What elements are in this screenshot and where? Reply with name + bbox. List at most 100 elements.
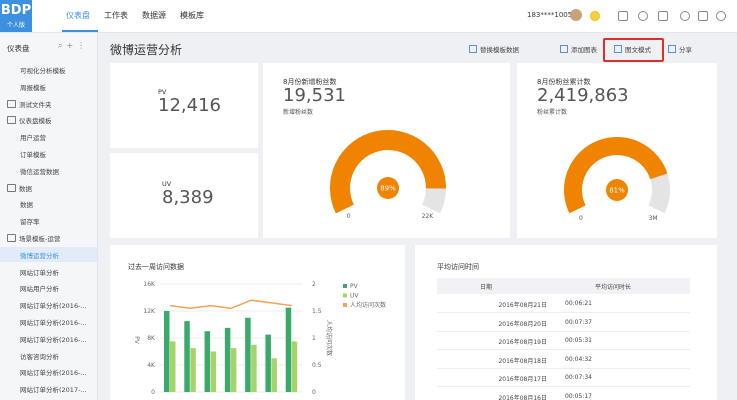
table-cell: 2016年08月18日: [498, 357, 547, 365]
avatar[interactable]: [570, 9, 582, 21]
icon[interactable]: [658, 11, 668, 21]
nav-tab[interactable]: 数据源: [142, 11, 166, 20]
gauge-badge: [606, 179, 628, 201]
bar: [265, 334, 271, 392]
sidebar-item[interactable]: 测试文件夹: [19, 100, 52, 109]
sidebar-item[interactable]: 周报模板: [20, 83, 46, 92]
sidebar-item[interactable]: 微博运营分析: [20, 251, 59, 260]
sidebar-item[interactable]: 留存率: [20, 218, 40, 227]
sidebar-active: [0, 246, 97, 262]
gauge-max: 3M: [649, 215, 658, 222]
sidebar-item[interactable]: 网站用户分析: [20, 285, 59, 294]
bar: [190, 348, 196, 392]
line: [170, 299, 292, 310]
legend-swatch: [343, 284, 347, 288]
sidebar-item[interactable]: 场景模板-运营: [19, 235, 61, 243]
nav-underline: [62, 30, 98, 32]
bar: [204, 331, 211, 392]
nav-tab[interactable]: 工作表: [104, 11, 128, 20]
gauge-badge: [377, 177, 399, 199]
table-row: [437, 331, 690, 350]
y2-tick-label: 0: [312, 389, 316, 396]
toolbar-icon: [614, 45, 622, 53]
kpi-value: 12,416: [158, 95, 221, 116]
gauge-caption: 粉丝累计数: [537, 109, 568, 116]
sidebar-item[interactable]: 网站订单分析(2016-...: [20, 319, 87, 327]
legend-label: 人均访问次数: [350, 301, 386, 309]
icon[interactable]: [590, 11, 600, 21]
sidebar-item[interactable]: 访客咨询分析: [20, 352, 59, 361]
table-row: [437, 350, 690, 369]
toolbar-button[interactable]: 替换模板数据: [480, 46, 519, 54]
toolbar-icon: [469, 45, 477, 53]
gauge-min: 0: [347, 213, 351, 220]
sidebar-item[interactable]: 可视化分析模板: [20, 67, 66, 75]
gauge-min: 0: [579, 215, 583, 222]
card: [110, 63, 258, 148]
nav-tab[interactable]: 仪表盘: [66, 11, 90, 20]
toolbar-icon: [668, 45, 676, 53]
dashboard-title: 微博运营分析: [110, 43, 183, 57]
table-cell: 2016年08月20日: [498, 320, 547, 328]
table-cell: 2016年08月19日: [498, 339, 547, 346]
table-header: 平均访问时长: [595, 284, 632, 291]
gauge-arc: [564, 137, 668, 214]
toolbar-button[interactable]: 添加图表: [571, 46, 597, 54]
y-tick-label: 8K: [147, 335, 156, 342]
bar: [184, 321, 190, 392]
icon[interactable]: [618, 11, 628, 21]
kpi-label: PV: [158, 88, 167, 96]
sidebar-item[interactable]: 数据: [19, 184, 32, 193]
sidebar-item[interactable]: 微信运营数据: [20, 167, 59, 176]
gauge-max: 22K: [422, 213, 435, 220]
sidebar: [0, 33, 98, 400]
topbar: [0, 0, 737, 33]
sidebar-item[interactable]: 网站订单分析(2017-...: [20, 386, 87, 395]
kpi-label: UV: [162, 180, 172, 188]
gauge-value: 19,531: [283, 85, 346, 106]
legend-label: UV: [350, 293, 359, 300]
sidebar-tools[interactable]: ⌕+⋮: [58, 41, 90, 50]
y-tick-label: 16K: [143, 281, 156, 288]
table-row: [437, 313, 690, 332]
logo-sub: 个人版: [6, 22, 25, 29]
table-cell: 00:05:31: [565, 337, 592, 344]
gauge-title: 8月份新增粉丝数: [283, 78, 337, 86]
sidebar-item[interactable]: 网站订单分析(2016-...: [20, 302, 87, 311]
table-title: 平均访问时间: [437, 263, 479, 271]
card: [110, 245, 405, 400]
sidebar-item[interactable]: 数据: [20, 201, 33, 210]
table-row: [437, 368, 690, 387]
table-header-bg: [437, 278, 690, 294]
sidebar-title: 仪表盘: [7, 44, 30, 53]
sidebar-item[interactable]: 仪表盘模板: [19, 117, 52, 126]
sidebar-item[interactable]: 网站订单分析(2016-...: [20, 335, 87, 344]
logo: BDP: [0, 3, 32, 18]
icon[interactable]: [638, 11, 648, 21]
legend-swatch: [343, 303, 347, 307]
sidebar-item[interactable]: 网站订单分析: [20, 268, 59, 277]
bar: [251, 344, 257, 392]
y-tick-label: 4K: [147, 362, 156, 369]
user-name[interactable]: 183****1005: [527, 11, 573, 19]
icon[interactable]: [680, 11, 690, 21]
bar: [164, 311, 170, 392]
sidebar-item[interactable]: 订单模板: [20, 151, 46, 159]
bar: [285, 307, 292, 392]
icon[interactable]: [698, 11, 708, 21]
toolbar-button[interactable]: 分享: [679, 46, 692, 54]
toolbar-icon: [560, 45, 568, 53]
y2-tick-label: 1: [312, 335, 316, 342]
gauge-title: 8月份粉丝累计数: [537, 78, 591, 86]
table-cell: 00:04:32: [565, 355, 592, 363]
nav-tab[interactable]: 模板库: [180, 11, 204, 20]
sidebar-item[interactable]: 用户运营: [20, 134, 46, 143]
sidebar-item[interactable]: 网站订单分析(2016-...: [20, 369, 87, 378]
table-cell: 00:07:37: [565, 318, 592, 326]
table-header: 日期: [480, 284, 493, 291]
icon[interactable]: [716, 11, 726, 21]
table-cell: 2016年08月16日: [498, 394, 547, 400]
toolbar-button[interactable]: 图文模式: [625, 46, 651, 54]
folder-icon: [7, 116, 16, 125]
